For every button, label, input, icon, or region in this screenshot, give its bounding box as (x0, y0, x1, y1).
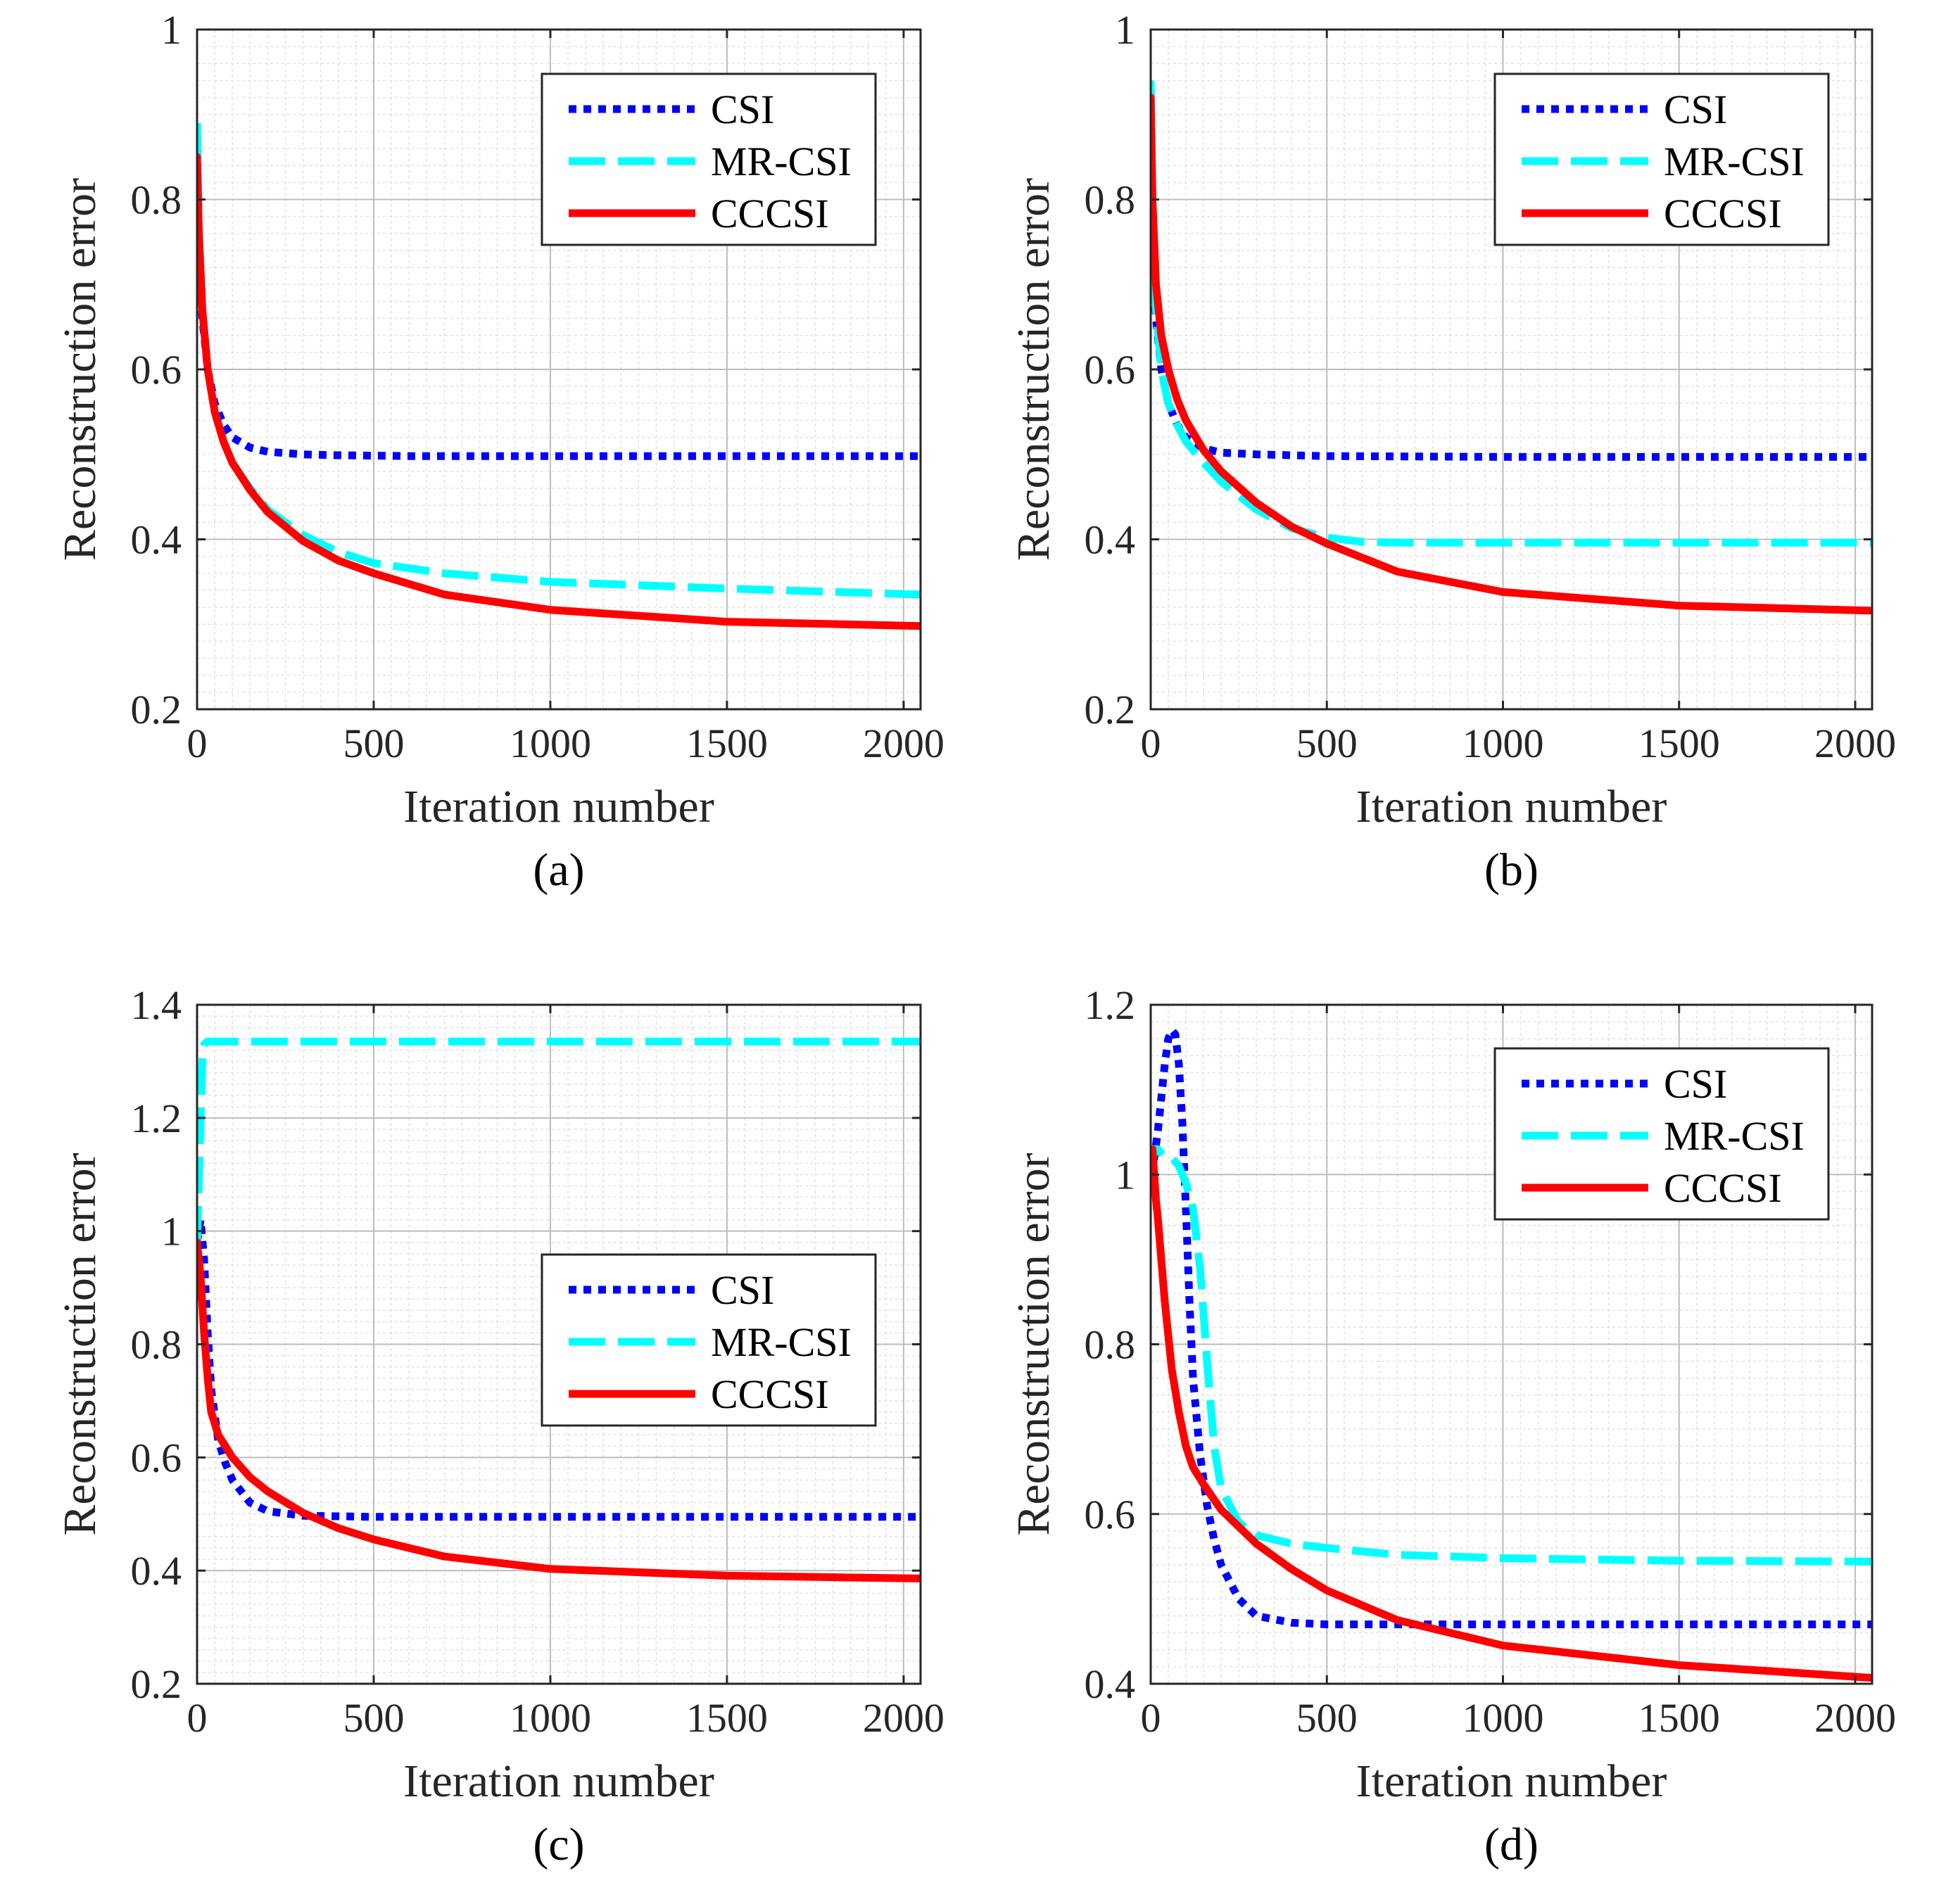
y-axis-label: Reconstruction error (1008, 178, 1059, 561)
y-tick-label: 0.8 (1085, 177, 1136, 223)
y-tick-label: 0.4 (1085, 517, 1136, 563)
x-tick-label: 1000 (1462, 1695, 1543, 1741)
panel-caption: (a) (533, 844, 584, 896)
legend-label-csi: CSI (711, 1267, 774, 1313)
x-tick-label: 1000 (1462, 721, 1543, 766)
y-tick-label: 0.8 (131, 1322, 182, 1368)
y-tick-label: 1.4 (131, 982, 182, 1028)
y-axis-label: Reconstruction error (1008, 1153, 1059, 1535)
series-line-csi (197, 1216, 921, 1521)
legend-label-cccsi: CCCSI (1664, 1165, 1782, 1211)
y-tick-label: 0.6 (1085, 1492, 1136, 1537)
x-tick-label: 2000 (1814, 721, 1896, 766)
x-tick-label: 0 (187, 721, 208, 766)
x-tick-label: 2000 (863, 721, 944, 766)
y-axis-label: Reconstruction error (54, 1153, 106, 1535)
x-tick-label: 1000 (510, 721, 591, 766)
legend-label-mr-csi: MR-CSI (711, 139, 852, 184)
x-axis-label: Iteration number (403, 1756, 714, 1807)
legend-label-csi: CSI (1664, 87, 1727, 132)
y-tick-label: 0.8 (1085, 1322, 1136, 1368)
x-tick-label: 2000 (863, 1695, 944, 1741)
legend-label-cccsi: CCCSI (711, 191, 829, 236)
panel-caption: (c) (533, 1819, 584, 1870)
legend: CSI MR-CSI CCCSI (1493, 72, 1830, 246)
series-line-mr-csi (1151, 1145, 1872, 1566)
y-tick-label: 1 (1115, 7, 1135, 53)
series-line-cccsi (197, 153, 921, 630)
legend-label-mr-csi: MR-CSI (1664, 139, 1805, 184)
y-tick-label: 1.2 (1085, 982, 1136, 1028)
y-tick-label: 0.2 (131, 1661, 182, 1707)
y-tick-label: 0.2 (131, 687, 182, 732)
y-tick-label: 0.8 (131, 177, 182, 223)
panel-caption: (b) (1484, 844, 1539, 896)
x-axis-label: Iteration number (1356, 781, 1667, 832)
series-line-mr-csi (1151, 80, 1872, 547)
legend-label-csi: CSI (1664, 1061, 1727, 1107)
y-axis-label: Reconstruction error (54, 178, 106, 561)
y-tick-label: 0.6 (131, 1435, 182, 1480)
y-tick-label: 0.4 (1085, 1661, 1136, 1707)
legend: CSI MR-CSI CCCSI (541, 1253, 877, 1427)
y-tick-label: 0.2 (1085, 687, 1136, 732)
x-tick-label: 500 (1296, 1695, 1358, 1741)
y-tick-label: 0.4 (131, 517, 182, 563)
x-tick-label: 0 (187, 1695, 208, 1741)
legend-label-csi: CSI (711, 87, 774, 132)
x-tick-label: 500 (1296, 721, 1358, 766)
series-line-csi (197, 148, 921, 460)
y-tick-label: 0.6 (1085, 347, 1136, 393)
y-tick-label: 0.6 (131, 347, 182, 393)
legend-label-mr-csi: MR-CSI (1664, 1113, 1805, 1159)
x-axis-label: Iteration number (1356, 1756, 1667, 1807)
x-tick-label: 0 (1141, 1695, 1161, 1741)
series-line-cccsi (197, 1238, 921, 1582)
chart-panel: 0 500 1000 1500 2000 0.2 0.4 0.6 0.8 1 1.2 1.4 Itera… (54, 982, 944, 1870)
y-tick-label: 1.2 (131, 1096, 182, 1141)
chart-panel: 0 500 1000 1500 2000 0.2 0.4 0.6 0.8 1 Iteration n… (1008, 7, 1896, 896)
series-line-csi (1151, 1026, 1872, 1629)
series-line-cccsi (1151, 94, 1872, 615)
x-tick-label: 1500 (686, 721, 768, 766)
y-tick-label: 1 (161, 7, 182, 53)
x-tick-label: 1500 (686, 1695, 768, 1741)
legend-label-mr-csi: MR-CSI (711, 1319, 852, 1365)
x-tick-label: 1000 (510, 1695, 591, 1741)
legend: CSI MR-CSI CCCSI (1493, 1047, 1830, 1221)
x-tick-label: 500 (343, 721, 404, 766)
panel-caption: (d) (1484, 1819, 1539, 1870)
legend-label-cccsi: CCCSI (1664, 191, 1782, 236)
x-tick-label: 1500 (1638, 721, 1720, 766)
y-tick-label: 1 (161, 1209, 182, 1255)
x-tick-label: 2000 (1814, 1695, 1896, 1741)
y-tick-label: 0.4 (131, 1548, 182, 1594)
legend-label-cccsi: CCCSI (711, 1371, 829, 1417)
series-line-cccsi (1151, 1145, 1872, 1682)
x-tick-label: 0 (1141, 721, 1161, 766)
y-tick-label: 1 (1115, 1152, 1135, 1198)
x-axis-label: Iteration number (403, 781, 714, 832)
series-line-mr-csi (197, 1037, 921, 1243)
chart-panel: 0 500 1000 1500 2000 0.2 0.4 0.6 0.8 1 Iteration n… (54, 7, 944, 896)
x-tick-label: 1500 (1638, 1695, 1720, 1741)
legend: CSI MR-CSI CCCSI (541, 72, 877, 246)
chart-panel: 0 500 1000 1500 2000 0.4 0.6 0.8 1 1.2 Iteration n… (1008, 982, 1896, 1870)
x-tick-label: 500 (343, 1695, 404, 1741)
